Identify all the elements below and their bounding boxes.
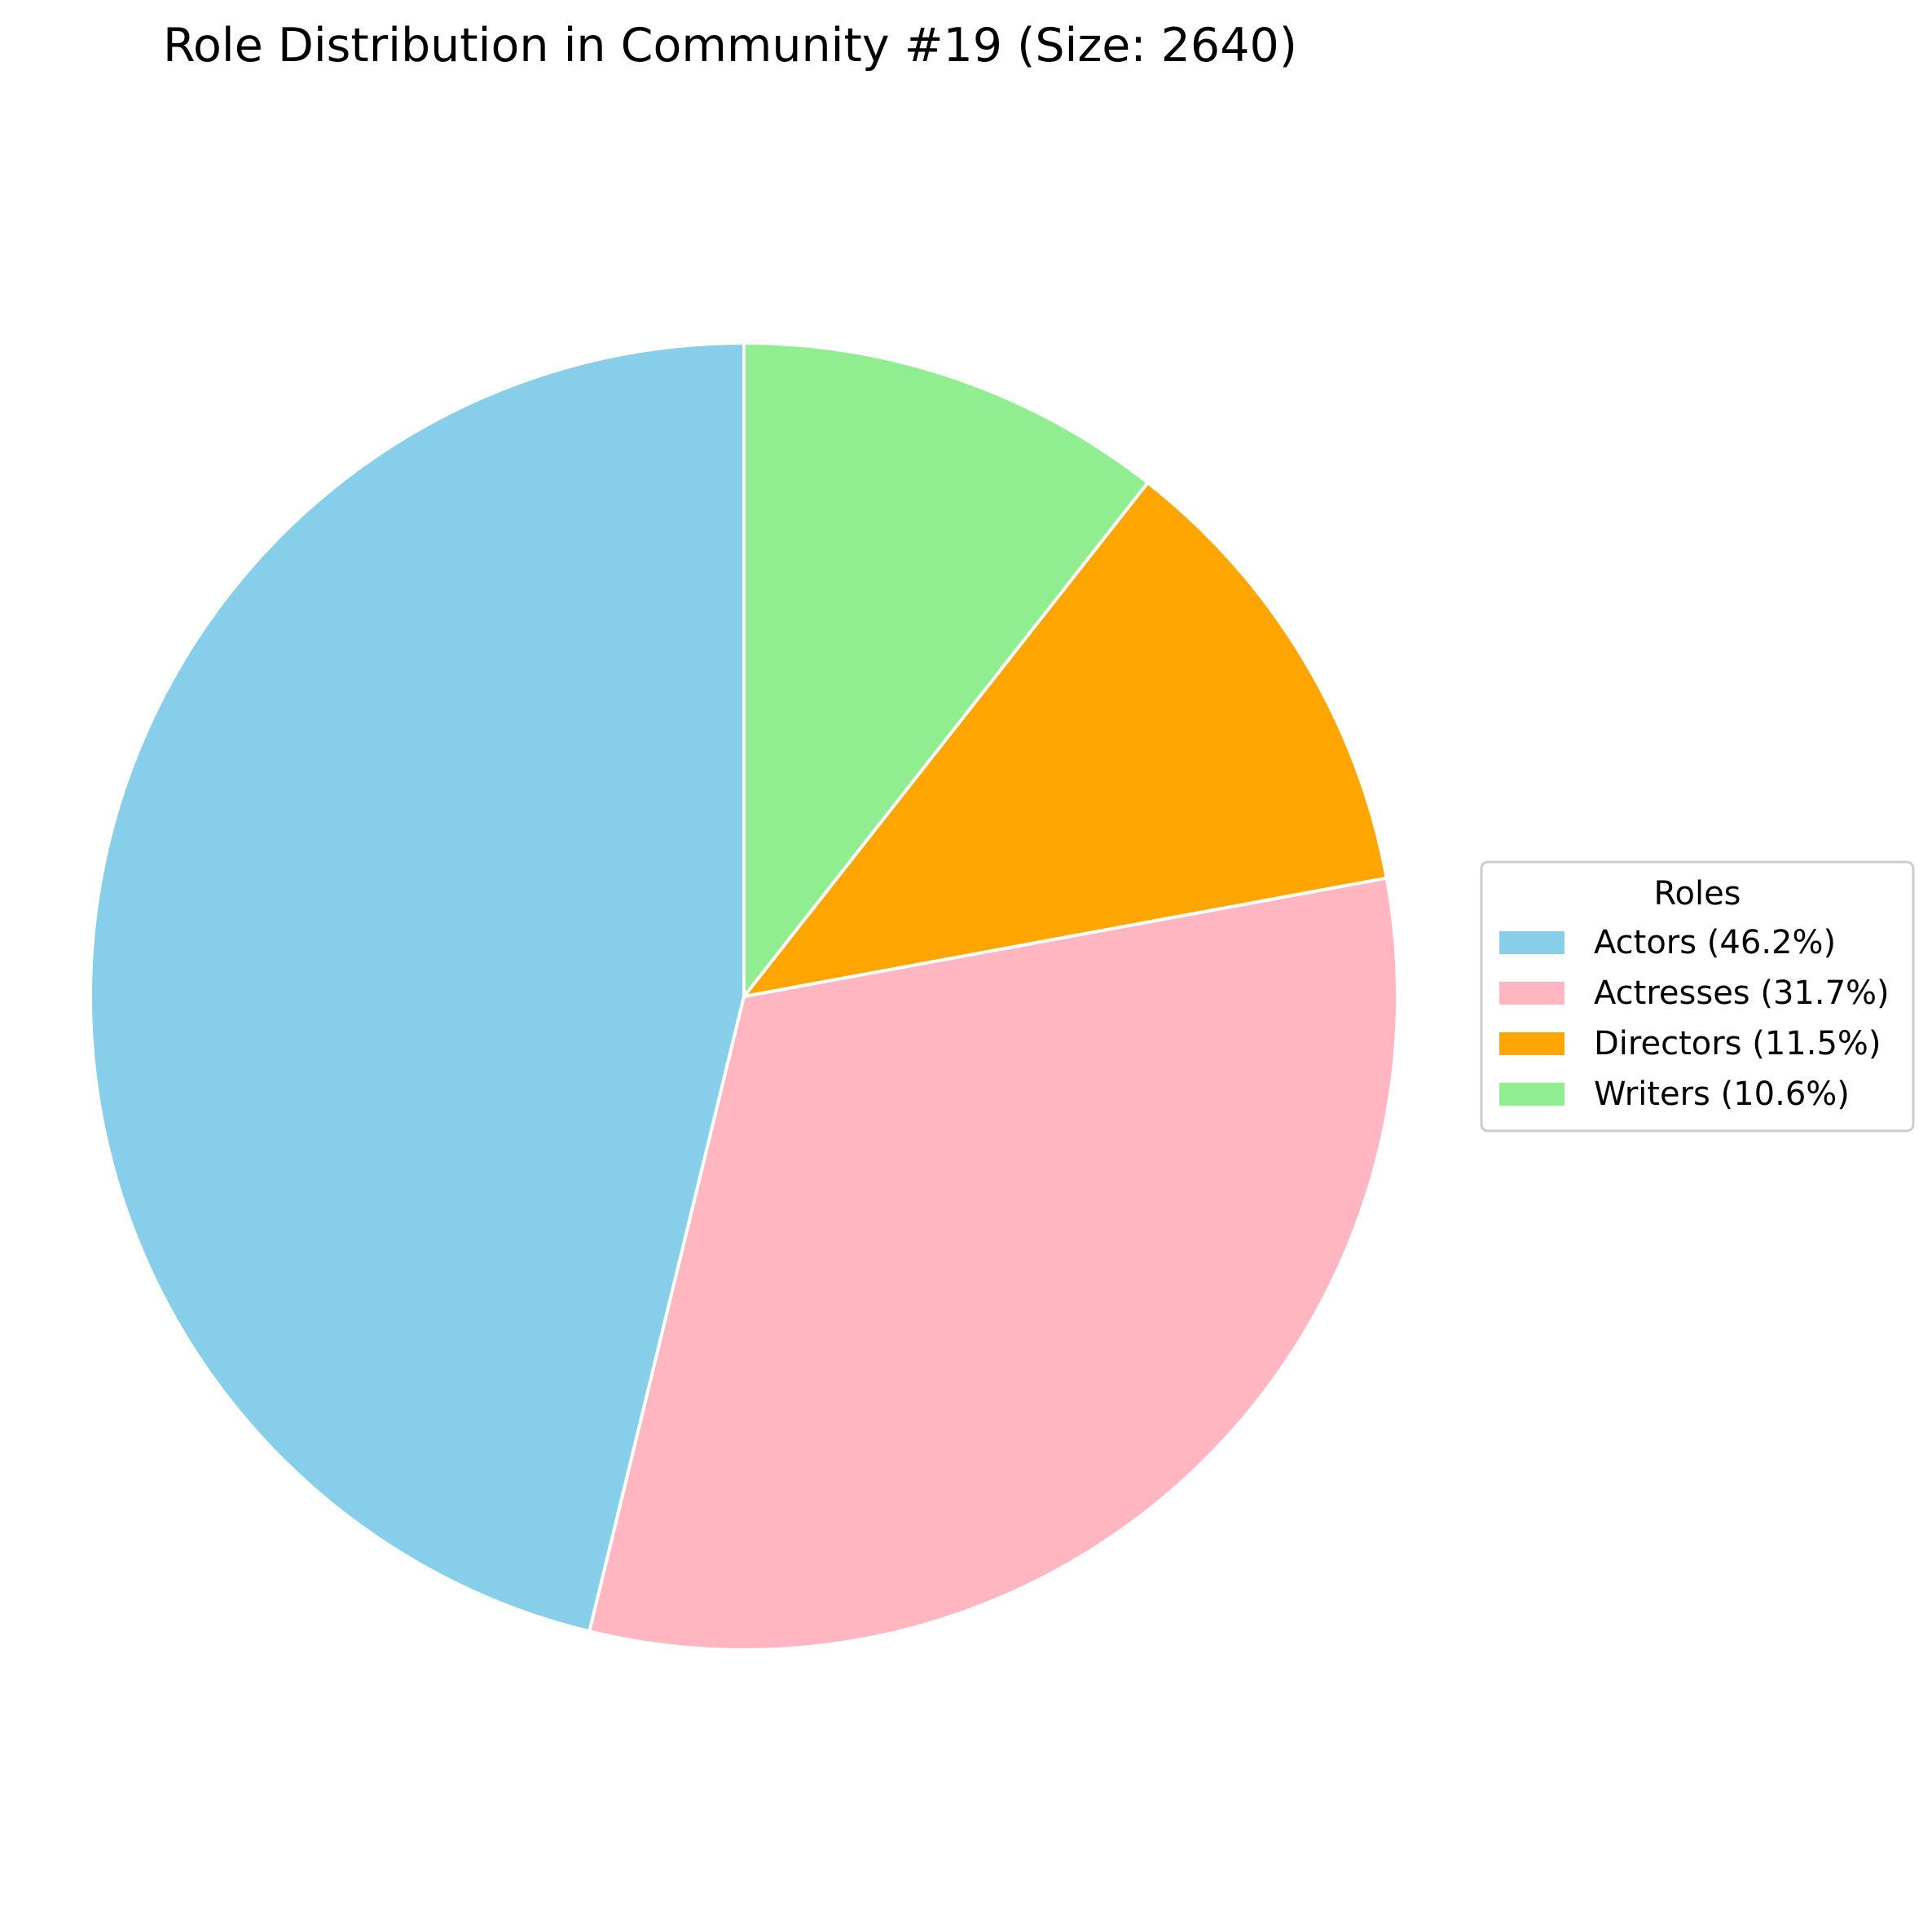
legend-label-actresses: Actresses (31.7%) bbox=[1594, 974, 1890, 1012]
legend-swatch-actors bbox=[1499, 931, 1565, 954]
legend-label-actors: Actors (46.2%) bbox=[1594, 924, 1836, 961]
legend-items: Actors (46.2%) Actresses (31.7%) Directors… bbox=[1499, 924, 1890, 1113]
pie-slices bbox=[89, 341, 1399, 1652]
legend-title: Roles bbox=[1653, 875, 1741, 913]
legend-label-directors: Directors (11.5%) bbox=[1594, 1025, 1881, 1062]
pie-slice-directors bbox=[742, 481, 1388, 998]
pie-slice-writers bbox=[742, 341, 1150, 998]
legend-label-writers: Writers (10.6%) bbox=[1594, 1075, 1850, 1113]
legend: Roles Actors (46.2%) Actresses (31.7%) Dir… bbox=[1480, 860, 1915, 1133]
legend-swatch-writers bbox=[1499, 1083, 1565, 1106]
pie-slice-actresses bbox=[588, 876, 1399, 1652]
legend-frame bbox=[1480, 860, 1915, 1133]
chart-title: Role Distribution in Community #19 (Size… bbox=[163, 19, 1297, 73]
legend-swatch-directors bbox=[1499, 1032, 1565, 1055]
pie-slice-actors bbox=[89, 341, 746, 1634]
legend-swatch-actresses bbox=[1499, 982, 1565, 1005]
